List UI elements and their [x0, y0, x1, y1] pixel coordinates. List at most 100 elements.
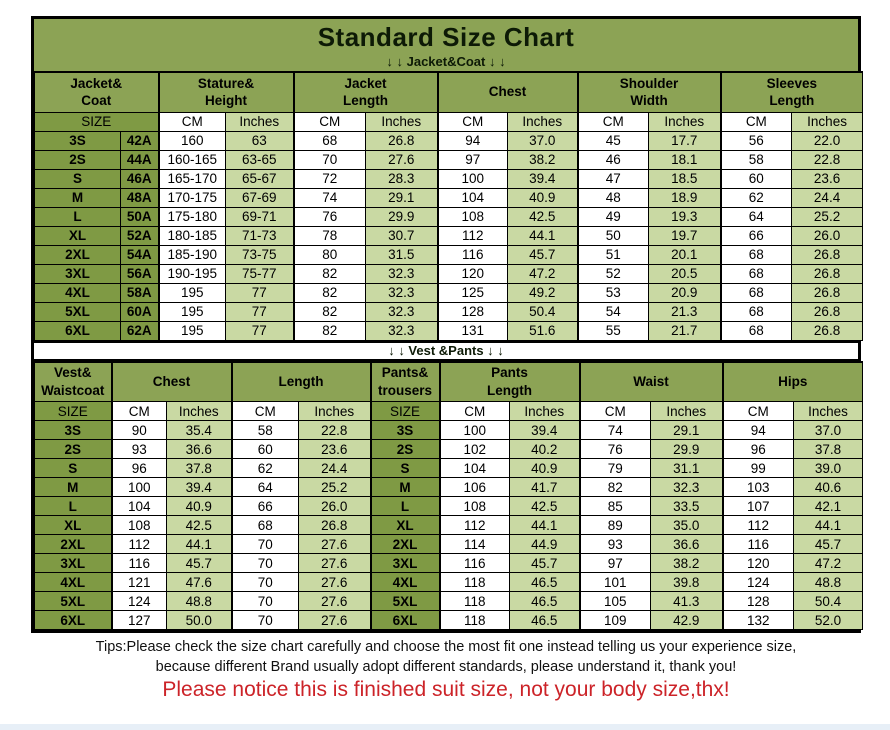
measurement-cell: 128 — [437, 301, 509, 322]
measurement-cell: 46.5 — [509, 610, 581, 630]
measurement-cell: 32.3 — [365, 263, 439, 284]
measurement-cell: 93 — [579, 534, 652, 554]
measurement-cell: 75-77 — [225, 263, 295, 284]
measurement-cell: 62 — [720, 187, 793, 208]
measurement-cell: 26.8 — [791, 282, 864, 303]
tips-line-1: Tips:Please check the size chart careful… — [95, 639, 797, 655]
column-group-header: Sleeves Length — [720, 71, 864, 113]
table-row: 6XL 62A 195 77 82 32.3 131 51.6 55 21.7 68 26.8 — [34, 320, 864, 341]
measurement-cell: 39.4 — [165, 477, 233, 497]
measurement-cell: 37.0 — [793, 420, 864, 440]
measurement-cell: 22.0 — [791, 130, 864, 151]
measurement-cell: 45 — [577, 130, 650, 151]
table-row: 4XL 58A 195 77 82 32.3 125 49.2 53 20.9 68 26.8 — [34, 282, 864, 303]
page-title: Standard Size Chart — [317, 22, 575, 52]
table-row: S 96 37.8 62 24.4 S 104 40.9 79 31.1 99 39.0 — [34, 458, 864, 478]
inches-column-header: Inches — [225, 111, 295, 132]
table-row: XL 108 42.5 68 26.8 XL 112 44.1 89 35.0 112 44.1 — [34, 515, 864, 535]
table-row: 5XL 124 48.8 70 27.6 5XL 118 46.5 105 41.3 128 50.4 — [34, 591, 864, 611]
measurement-cell: 100 — [437, 168, 509, 189]
measurement-cell: 160-165 — [158, 149, 227, 170]
measurement-cell: 101 — [579, 572, 652, 592]
measurement-cell: 46.5 — [509, 572, 581, 592]
measurement-cell: 65-67 — [225, 168, 295, 189]
measurement-cell: 120 — [437, 263, 509, 284]
measurement-cell: 70 — [231, 534, 300, 554]
size-cell: 50A — [119, 206, 160, 227]
measurement-cell: 104 — [439, 458, 511, 478]
size-cell: 3S — [34, 130, 121, 151]
measurement-cell: 53 — [577, 282, 650, 303]
measurement-cell: 73-75 — [225, 244, 295, 265]
measurement-cell: 32.3 — [365, 320, 439, 341]
size-cell: 62A — [119, 320, 160, 341]
measurement-cell: 46.5 — [509, 591, 581, 611]
size-cell: S — [34, 168, 121, 189]
measurement-cell: 30.7 — [365, 225, 439, 246]
title-band: Standard Size Chart ↓ ↓ Jacket&Coat ↓ ↓ — [34, 19, 858, 71]
vest-pants-table: Vest& Waistcoat Chest Length Pants& trousers P… — [34, 360, 864, 630]
measurement-cell: 131 — [437, 320, 509, 341]
measurement-cell: 39.0 — [793, 458, 864, 478]
size-cell: 54A — [119, 244, 160, 265]
measurement-cell: 24.4 — [791, 187, 864, 208]
cm-column-header: CM — [231, 401, 300, 421]
table-row: 5XL 60A 195 77 82 32.3 128 50.4 54 21.3 68 26.8 — [34, 301, 864, 322]
measurement-cell: 68 — [293, 130, 367, 151]
tips-text: Tips:Please check the size chart careful… — [31, 637, 861, 677]
inches-column-header: Inches — [791, 111, 864, 132]
column-group-header: Hips — [722, 361, 864, 402]
size-cell: 3XL — [34, 263, 121, 284]
size-cell: 3S — [370, 420, 441, 440]
measurement-cell: 42.5 — [507, 206, 579, 227]
measurement-cell: 62 — [231, 458, 300, 478]
measurement-cell: 63-65 — [225, 149, 295, 170]
cm-column-header: CM — [111, 401, 167, 421]
measurement-cell: 29.1 — [650, 420, 724, 440]
measurement-cell: 41.3 — [650, 591, 724, 611]
measurement-cell: 37.8 — [165, 458, 233, 478]
size-cell: 46A — [119, 168, 160, 189]
measurement-cell: 21.3 — [648, 301, 722, 322]
measurement-cell: 47 — [577, 168, 650, 189]
measurement-cell: 82 — [293, 320, 367, 341]
measurement-cell: 29.1 — [365, 187, 439, 208]
column-group-header: Waist — [579, 361, 724, 402]
measurement-cell: 60 — [231, 439, 300, 459]
table-row: 2XL 54A 185-190 73-75 80 31.5 116 45.7 51 20.1 68 2… — [34, 244, 864, 265]
size-cell: M — [34, 187, 121, 208]
measurement-cell: 45.7 — [793, 534, 864, 554]
measurement-cell: 97 — [437, 149, 509, 170]
measurement-cell: 175-180 — [158, 206, 227, 227]
measurement-cell: 160 — [158, 130, 227, 151]
size-cell: 2S — [34, 439, 113, 459]
measurement-cell: 104 — [111, 496, 167, 516]
measurement-cell: 29.9 — [365, 206, 439, 227]
measurement-cell: 190-195 — [158, 263, 227, 284]
measurement-cell: 27.6 — [298, 553, 372, 573]
table-row: 3S 90 35.4 58 22.8 3S 100 39.4 74 29.1 94 37.0 — [34, 420, 864, 440]
measurement-cell: 27.6 — [298, 610, 372, 630]
measurement-cell: 195 — [158, 282, 227, 303]
measurement-cell: 40.2 — [509, 439, 581, 459]
measurement-cell: 58 — [720, 149, 793, 170]
size-cell: 2XL — [34, 244, 121, 265]
measurement-cell: 45.7 — [507, 244, 579, 265]
size-cell: 2S — [370, 439, 441, 459]
measurement-cell: 47.2 — [507, 263, 579, 284]
measurement-cell: 97 — [579, 553, 652, 573]
measurement-cell: 49.2 — [507, 282, 579, 303]
measurement-cell: 79 — [579, 458, 652, 478]
measurement-cell: 116 — [439, 553, 511, 573]
size-cell: 5XL — [34, 591, 113, 611]
measurement-cell: 48.8 — [165, 591, 233, 611]
size-column-header: SIZE — [34, 401, 113, 421]
measurement-cell: 96 — [111, 458, 167, 478]
column-group-header: Chest — [110, 361, 233, 402]
table-row: L 104 40.9 66 26.0 L 108 42.5 85 33.5 107 42.1 — [34, 496, 864, 516]
measurement-cell: 68 — [720, 301, 793, 322]
column-group-header: Length — [231, 361, 372, 402]
measurement-cell: 64 — [231, 477, 300, 497]
measurement-cell: 27.6 — [298, 572, 372, 592]
inches-column-header: Inches — [509, 401, 581, 421]
